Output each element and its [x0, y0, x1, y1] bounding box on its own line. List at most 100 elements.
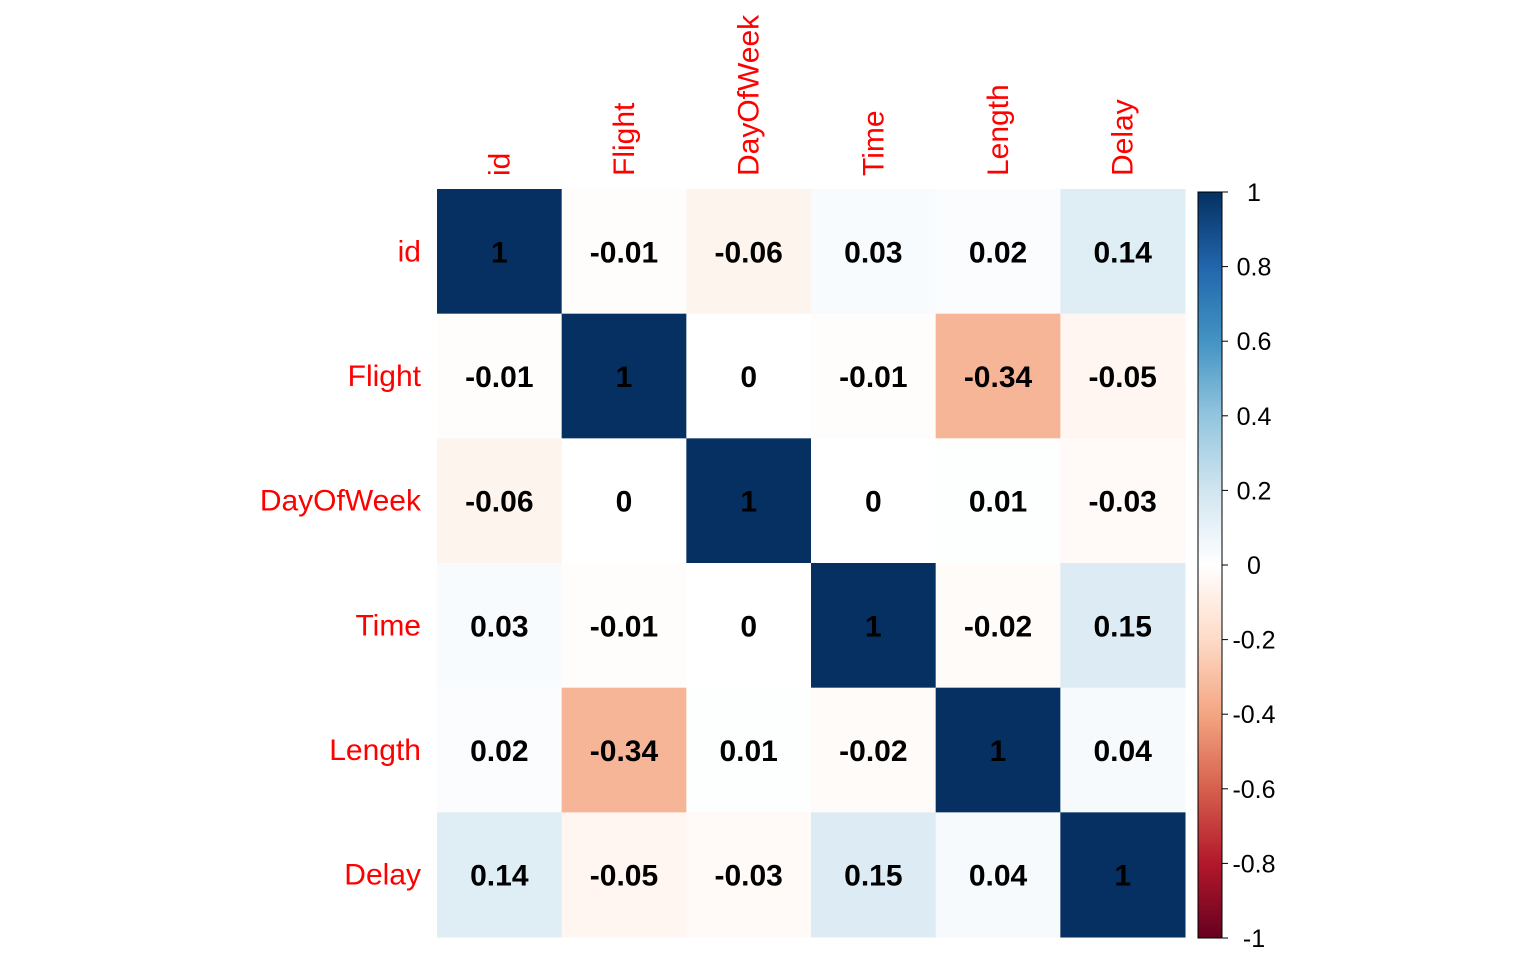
- cell-value: -0.05: [590, 860, 658, 893]
- cell-value: 0.04: [969, 860, 1028, 893]
- colorbar-tick-label: -0.8: [1232, 850, 1275, 878]
- cell-value: 0.03: [844, 236, 902, 269]
- cell-value: 1: [491, 236, 508, 269]
- heatmap-cell: [561, 812, 687, 938]
- row-label: DayOfWeek: [260, 485, 422, 518]
- heatmap-cell: [1060, 438, 1186, 564]
- heatmap-cell: [1060, 812, 1186, 938]
- cell-value: -0.34: [964, 361, 1033, 394]
- heatmap-cell: [561, 189, 687, 315]
- cell-value: 0.01: [969, 486, 1027, 519]
- heatmap-cell: [437, 812, 563, 938]
- heatmap-cell: [437, 687, 563, 813]
- colorbar-tick-label: -0.6: [1232, 776, 1275, 804]
- heatmap-cell: [811, 687, 937, 813]
- cell-value: 0.02: [969, 236, 1027, 269]
- heatmap-cell: [1060, 313, 1186, 439]
- cell-value: -0.01: [465, 361, 533, 394]
- heatmap-cell: [1060, 687, 1186, 813]
- heatmap-cell: [686, 438, 812, 564]
- heatmap-cell: [561, 563, 687, 689]
- heatmap-cell: [935, 812, 1061, 938]
- heatmap-cell: [811, 438, 937, 564]
- cell-value: 0.01: [719, 735, 777, 768]
- colorbar-tick-label: -0.4: [1232, 701, 1275, 729]
- cell-value: -0.03: [714, 860, 782, 893]
- cell-value: -0.01: [839, 361, 907, 394]
- heatmap-cells: [437, 189, 1186, 938]
- cell-value: 0.02: [470, 735, 528, 768]
- heatmap-cell: [686, 563, 812, 689]
- heatmap-cell: [686, 313, 812, 439]
- cell-value: 1: [990, 735, 1007, 768]
- row-label: Delay: [344, 859, 421, 892]
- column-label: Delay: [1107, 99, 1140, 176]
- colorbar-tick-label: -0.2: [1232, 627, 1275, 655]
- heatmap-cell: [437, 313, 563, 439]
- heatmap-cell: [561, 438, 687, 564]
- row-labels: id Flight DayOfWeek Time Length Delay: [260, 235, 422, 891]
- colorbar-gradient: [1197, 191, 1223, 939]
- colorbar-tick-label: 0.2: [1237, 477, 1272, 505]
- column-label: id: [483, 153, 516, 176]
- cell-value: 1: [1114, 860, 1131, 893]
- cell-value: 0.04: [1093, 735, 1152, 768]
- cell-value: 0.15: [844, 860, 902, 893]
- colorbar-tick-label: 0.4: [1237, 403, 1272, 431]
- cell-value: -0.01: [590, 610, 658, 643]
- heatmap-cell: [935, 313, 1061, 439]
- heatmap-cell: [686, 687, 812, 813]
- cell-value: 0: [740, 610, 757, 643]
- colorbar-tick-label: -1: [1243, 925, 1265, 953]
- color-legend: 1 0.8 0.6 0.4 0.2 0 -0.2 -0.4 -0.6 -0.8 -1: [1197, 179, 1276, 953]
- cell-value: 0.14: [470, 860, 529, 893]
- cell-value: 1: [740, 486, 757, 519]
- row-label: id: [398, 235, 421, 268]
- cell-value: 0.15: [1093, 610, 1151, 643]
- heatmap-cell: [811, 313, 937, 439]
- cell-value: 1: [865, 610, 882, 643]
- colorbar-tick-label: 1: [1247, 179, 1261, 207]
- column-label: Flight: [608, 102, 641, 176]
- heatmap-cell: [935, 563, 1061, 689]
- cell-value: 1: [616, 361, 633, 394]
- heatmap-cell: [437, 189, 563, 315]
- column-label: Length: [982, 84, 1015, 176]
- heatmap-cell: [811, 563, 937, 689]
- heatmap-cell: [1060, 563, 1186, 689]
- cell-value: -0.01: [590, 236, 658, 269]
- cell-value: 0: [616, 486, 633, 519]
- row-label: Flight: [348, 360, 422, 393]
- cell-value-labels: 1 -0.01 -0.06 0.03 0.02 0.14 -0.01 1 0 -0.01 -0.34…: [465, 236, 1157, 892]
- heatmap-cell: [561, 687, 687, 813]
- colorbar-tick-label: 0.8: [1237, 254, 1272, 282]
- column-labels: id Flight DayOfWeek Time Length Delay: [483, 14, 1139, 176]
- cell-value: -0.05: [1088, 361, 1156, 394]
- heatmap-cell: [561, 313, 687, 439]
- heatmap-cell: [811, 189, 937, 315]
- row-label: Time: [355, 609, 421, 642]
- heatmap-cell: [437, 438, 563, 564]
- heatmap-cell: [811, 812, 937, 938]
- heatmap-cell: [437, 563, 563, 689]
- cell-value: -0.34: [590, 735, 659, 768]
- cell-value: -0.06: [465, 486, 533, 519]
- cell-value: 0: [865, 486, 882, 519]
- cell-value: -0.02: [839, 735, 907, 768]
- heatmap-cell: [686, 812, 812, 938]
- heatmap-cell: [935, 438, 1061, 564]
- column-label: Time: [857, 110, 890, 176]
- heatmap-cell: [686, 189, 812, 315]
- cell-value: 0: [740, 361, 757, 394]
- cell-value: 0.03: [470, 610, 528, 643]
- heatmap-cell: [935, 687, 1061, 813]
- cell-value: 0.14: [1093, 236, 1152, 269]
- cell-value: -0.06: [714, 236, 782, 269]
- column-label: DayOfWeek: [733, 14, 766, 176]
- colorbar-tick-label: 0.6: [1237, 328, 1272, 356]
- row-label: Length: [329, 734, 421, 767]
- colorbar-tick-label: 0: [1247, 552, 1261, 580]
- heatmap-cell: [1060, 189, 1186, 315]
- cell-value: -0.02: [964, 610, 1032, 643]
